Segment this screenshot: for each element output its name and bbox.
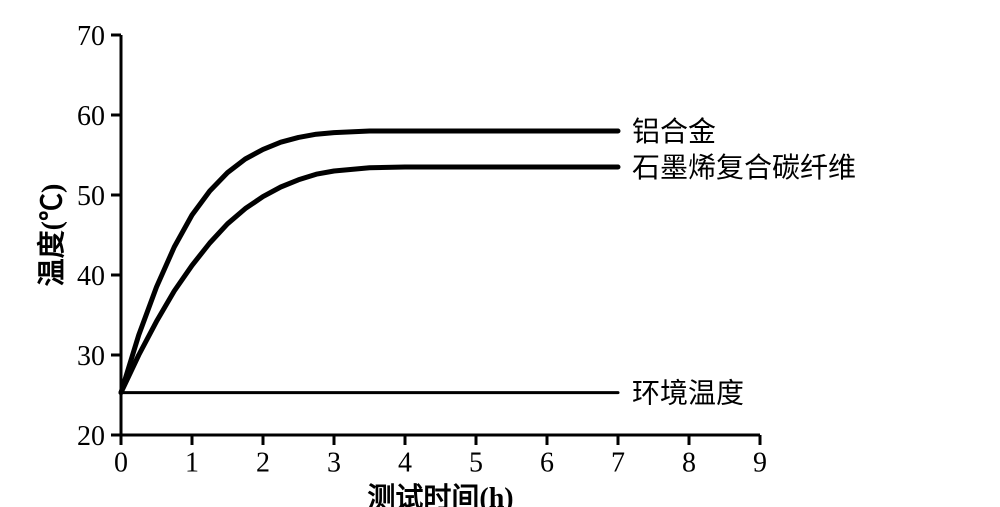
x-tick-label: 4 (398, 448, 412, 479)
series-label-aluminum-alloy: 铝合金 (632, 116, 716, 148)
series-label-ambient-temperature: 环境温度 (632, 377, 744, 409)
y-tick-label: 40 (77, 261, 105, 292)
series-graphene-composite-carbon-fiber (121, 167, 618, 393)
y-tick-label: 50 (77, 181, 105, 212)
x-tick-label: 8 (682, 448, 696, 479)
x-tick-label: 0 (114, 448, 128, 479)
y-tick-label: 70 (77, 21, 105, 52)
temperature-chart: 0 1 2 3 4 5 6 7 8 9 20 30 40 50 60 70 测试时间(h) 温度(℃) 铝合金石墨… (0, 0, 1000, 507)
x-tick-label: 3 (327, 448, 341, 479)
x-tick-label: 2 (256, 448, 270, 479)
y-tick-label: 30 (77, 341, 105, 372)
y-tick-label: 60 (77, 101, 105, 132)
y-axis-label: 温度(℃) (36, 184, 68, 287)
series-label-graphene-composite-carbon-fiber: 石墨烯复合碳纤维 (632, 152, 856, 184)
series-group (121, 131, 618, 393)
x-tick-label: 1 (185, 448, 199, 479)
x-tick-label: 7 (611, 448, 625, 479)
x-tick-label: 6 (540, 448, 554, 479)
y-tick-label: 20 (77, 421, 105, 452)
ticks: 0 1 2 3 4 5 6 7 8 9 20 30 40 50 60 70 (77, 21, 767, 479)
labels: 测试时间(h) 温度(℃) 铝合金石墨烯复合碳纤维环境温度 (36, 116, 856, 507)
x-tick-label: 5 (469, 448, 483, 479)
x-axis-label: 测试时间(h) (367, 482, 513, 507)
x-tick-label: 9 (753, 448, 767, 479)
